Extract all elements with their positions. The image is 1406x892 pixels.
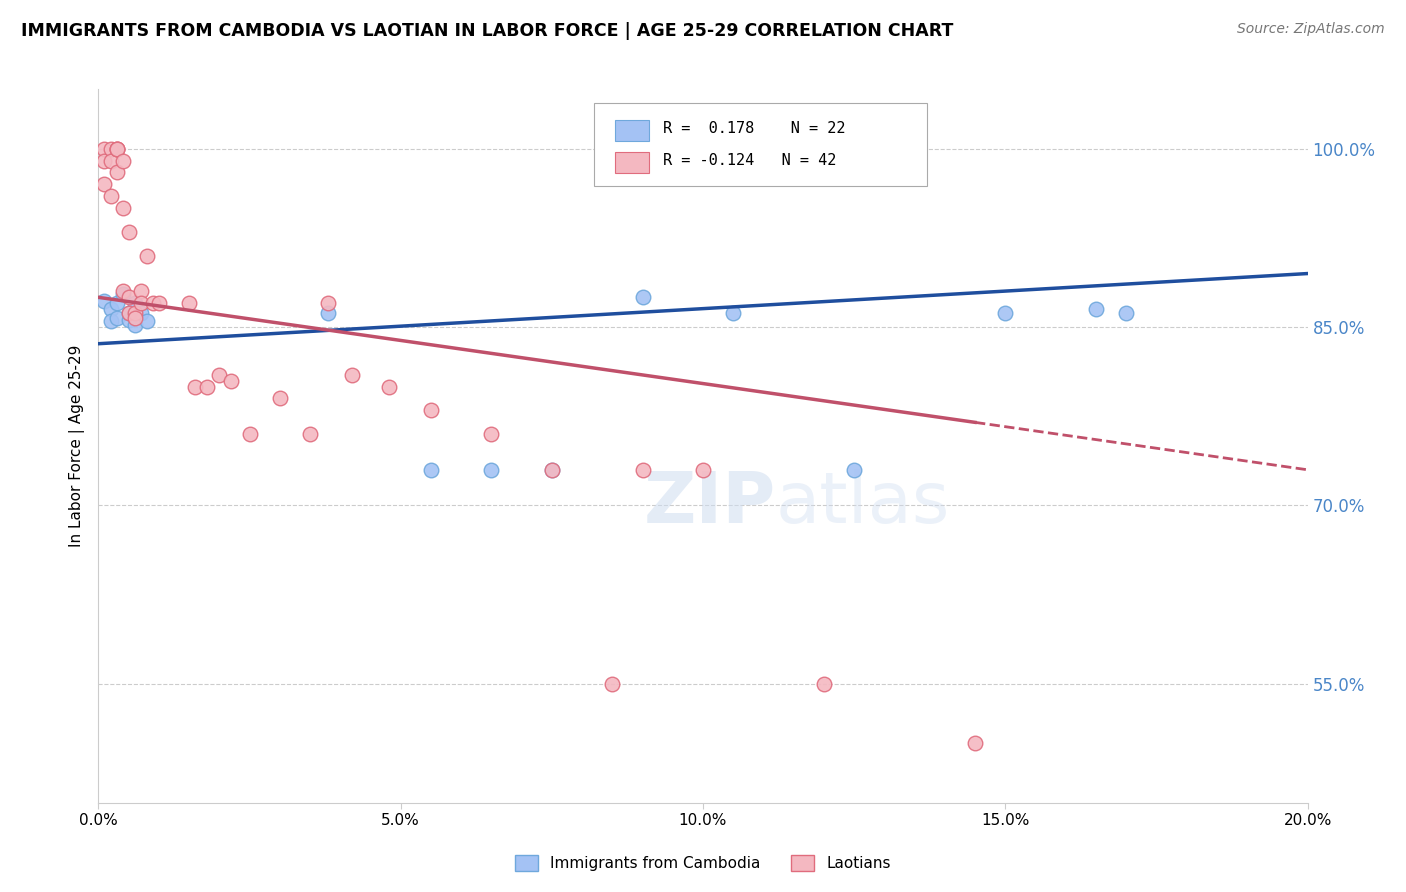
Point: [100, 153, 122, 168]
Point: [844, 463, 866, 477]
Point: [105, 165, 128, 179]
Point: [184, 379, 207, 393]
Point: [540, 463, 562, 477]
Point: [813, 677, 835, 691]
Point: [105, 142, 128, 156]
Point: [100, 142, 122, 156]
Point: [631, 290, 654, 304]
Point: [93, 293, 115, 308]
Point: [124, 318, 146, 332]
Point: [124, 296, 146, 310]
Point: [100, 302, 122, 317]
Point: [602, 677, 624, 691]
Point: [195, 379, 218, 393]
Point: [148, 296, 170, 310]
Point: [129, 296, 152, 310]
Point: [93, 178, 115, 192]
Text: R = -0.124   N = 42: R = -0.124 N = 42: [664, 153, 837, 168]
Point: [124, 310, 146, 325]
Point: [299, 427, 322, 442]
Point: [135, 249, 157, 263]
Point: [269, 392, 291, 406]
Point: [111, 201, 134, 215]
FancyBboxPatch shape: [614, 152, 648, 173]
Text: ZIP: ZIP: [644, 468, 776, 538]
Point: [239, 427, 262, 442]
Legend: Immigrants from Cambodia, Laotians: Immigrants from Cambodia, Laotians: [509, 849, 897, 877]
Point: [111, 285, 134, 299]
Point: [723, 306, 745, 320]
Text: R =  0.178    N = 22: R = 0.178 N = 22: [664, 121, 845, 136]
Point: [965, 736, 987, 750]
Point: [93, 153, 115, 168]
Point: [105, 310, 128, 325]
Point: [105, 296, 128, 310]
FancyBboxPatch shape: [614, 120, 648, 141]
Point: [111, 153, 134, 168]
Point: [342, 368, 364, 382]
FancyBboxPatch shape: [595, 103, 927, 186]
Point: [377, 379, 399, 393]
Point: [135, 314, 157, 328]
Point: [631, 463, 654, 477]
Point: [208, 368, 231, 382]
Point: [100, 314, 122, 328]
Text: atlas: atlas: [776, 468, 950, 538]
Point: [118, 313, 141, 327]
Point: [994, 306, 1017, 320]
Point: [692, 463, 714, 477]
Point: [316, 306, 339, 320]
Point: [129, 306, 152, 320]
Text: IMMIGRANTS FROM CAMBODIA VS LAOTIAN IN LABOR FORCE | AGE 25-29 CORRELATION CHART: IMMIGRANTS FROM CAMBODIA VS LAOTIAN IN L…: [21, 22, 953, 40]
Point: [420, 463, 443, 477]
Point: [129, 285, 152, 299]
Point: [111, 286, 134, 301]
Point: [1115, 306, 1137, 320]
Text: Source: ZipAtlas.com: Source: ZipAtlas.com: [1237, 22, 1385, 37]
Point: [316, 296, 339, 310]
Point: [142, 296, 165, 310]
Point: [1085, 302, 1108, 317]
Point: [540, 463, 562, 477]
Point: [105, 142, 128, 156]
Point: [118, 306, 141, 320]
Point: [118, 306, 141, 320]
Point: [118, 225, 141, 239]
Point: [481, 427, 503, 442]
Point: [100, 189, 122, 203]
Point: [420, 403, 443, 417]
Point: [118, 290, 141, 304]
Point: [93, 142, 115, 156]
Point: [221, 374, 243, 388]
Point: [179, 296, 201, 310]
Y-axis label: In Labor Force | Age 25-29: In Labor Force | Age 25-29: [69, 345, 84, 547]
Point: [481, 463, 503, 477]
Point: [105, 142, 128, 156]
Point: [124, 306, 146, 320]
